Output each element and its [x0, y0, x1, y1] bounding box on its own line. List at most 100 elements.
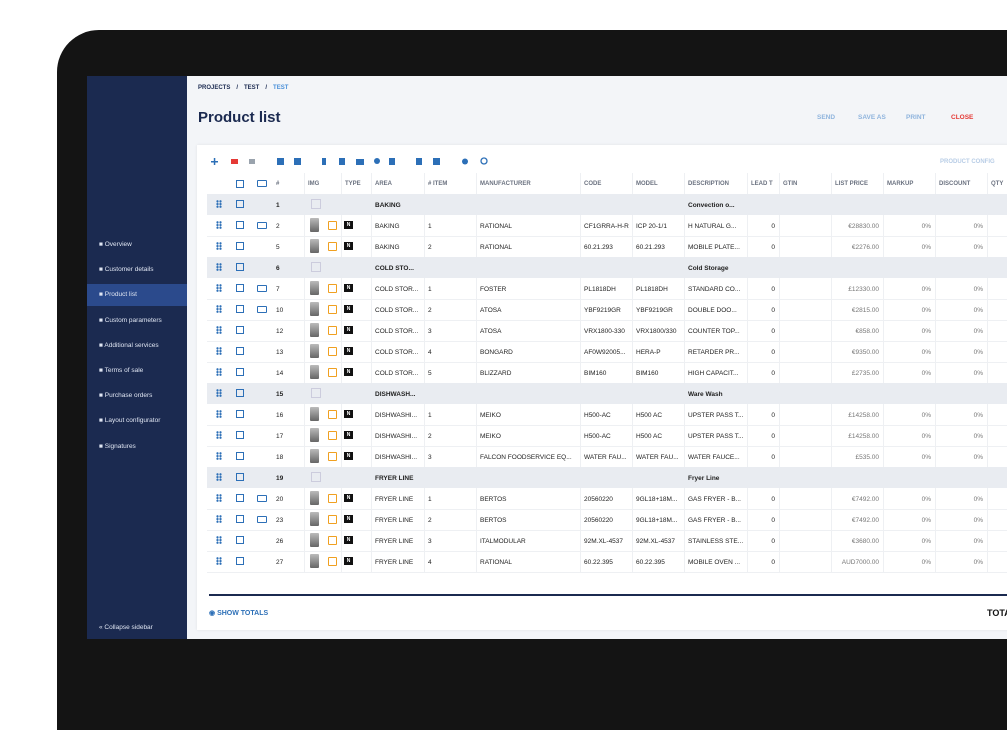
row-checkbox[interactable] [236, 473, 244, 481]
row-checkbox[interactable] [236, 557, 244, 565]
drag-handle[interactable] [216, 473, 222, 481]
sidebar-item[interactable]: ■ Signatures [99, 442, 136, 450]
item-model: HERA-P [636, 349, 661, 356]
item-number: 17 [276, 433, 284, 440]
print-icon[interactable] [328, 410, 337, 419]
sidebar-item[interactable]: ■ Overview [99, 241, 132, 248]
row-checkbox[interactable] [236, 410, 244, 418]
drag-handle[interactable] [216, 242, 222, 250]
row-checkbox[interactable] [236, 284, 244, 292]
print-icon[interactable] [328, 242, 337, 251]
item-area: FRYER LINE [375, 496, 414, 503]
drag-handle[interactable] [216, 326, 222, 334]
print-icon[interactable] [328, 515, 337, 524]
drag-handle[interactable] [216, 536, 222, 544]
item-manufacturer: ATOSA [480, 328, 502, 335]
column-header: GTIN [783, 181, 798, 187]
column-divider [341, 173, 342, 573]
row-checkbox[interactable] [236, 368, 244, 376]
row-checkbox[interactable] [236, 389, 244, 397]
sidebar-item[interactable]: ■ Product list [99, 291, 137, 299]
folder-icon[interactable] [257, 495, 267, 502]
print-icon[interactable] [328, 347, 337, 356]
row-checkbox[interactable] [236, 221, 244, 229]
sidebar-item[interactable]: ■ Additional services [99, 341, 159, 349]
print-icon[interactable] [328, 557, 337, 566]
drag-handle[interactable] [216, 284, 222, 292]
item-area: COLD STOR... [375, 349, 419, 356]
drag-handle[interactable] [216, 557, 222, 565]
show-totals-label[interactable]: SHOW TOTALS [217, 610, 269, 617]
row-checkbox[interactable] [236, 305, 244, 313]
row-checkbox[interactable] [236, 200, 244, 208]
folder-icon[interactable] [257, 222, 267, 229]
item-number: 14 [276, 370, 284, 377]
print-icon[interactable] [328, 536, 337, 545]
action-button[interactable]: SEND [817, 114, 836, 121]
sidebar-item[interactable]: ■ Custom parameters [99, 316, 162, 324]
drag-handle[interactable] [216, 221, 222, 229]
drag-handle[interactable] [216, 452, 222, 460]
product-config-button[interactable]: PRODUCT CONFIG [940, 159, 995, 165]
print-icon[interactable] [328, 326, 337, 335]
row-checkbox[interactable] [236, 452, 244, 460]
row-checkbox[interactable] [236, 347, 244, 355]
row-checkbox[interactable] [236, 494, 244, 502]
sidebar-item[interactable]: ■ Layout configurator [99, 417, 161, 425]
item-number: 7 [276, 286, 280, 293]
group-number: 15 [276, 391, 284, 398]
column-header: MARKUP [887, 181, 914, 187]
item-row [207, 509, 1007, 531]
row-checkbox[interactable] [236, 515, 244, 523]
breadcrumb-item[interactable]: TEST [244, 85, 260, 91]
action-button[interactable]: PRINT [906, 114, 926, 121]
item-price: €858.00 [855, 328, 880, 335]
row-checkbox[interactable] [236, 536, 244, 544]
print-icon[interactable] [328, 452, 337, 461]
drag-handle[interactable] [216, 431, 222, 439]
row-checkbox[interactable] [236, 326, 244, 334]
breadcrumb-item[interactable]: PROJECTS [198, 85, 231, 91]
drag-handle[interactable] [216, 263, 222, 271]
print-icon[interactable] [328, 305, 337, 314]
breadcrumb-item: / [265, 85, 268, 91]
row-checkbox[interactable] [236, 263, 244, 271]
item-manufacturer: BERTOS [480, 517, 507, 524]
drag-handle[interactable] [216, 368, 222, 376]
sidebar-item[interactable]: ■ Customer details [99, 266, 154, 274]
folder-icon[interactable] [257, 306, 267, 313]
sidebar-item[interactable]: ■ Purchase orders [99, 392, 153, 400]
breadcrumb-item[interactable]: TEST [273, 85, 289, 91]
sidebar-collapse[interactable]: « Collapse sidebar [99, 624, 153, 631]
drag-handle[interactable] [216, 305, 222, 313]
print-icon[interactable] [328, 494, 337, 503]
type-badge: N [344, 305, 353, 313]
drag-handle[interactable] [216, 410, 222, 418]
type-badge: N [344, 242, 353, 250]
print-icon[interactable] [328, 284, 337, 293]
drag-handle[interactable] [216, 200, 222, 208]
column-header: LEAD T [751, 181, 773, 187]
row-checkbox[interactable] [236, 431, 244, 439]
drag-handle[interactable] [216, 347, 222, 355]
row-checkbox[interactable] [236, 242, 244, 250]
item-area: COLD STOR... [375, 307, 419, 314]
item-discount: 0% [973, 538, 983, 545]
drag-handle[interactable] [216, 515, 222, 523]
drag-handle[interactable] [216, 494, 222, 502]
item-number: 27 [276, 559, 284, 566]
folder-icon[interactable] [257, 516, 267, 523]
header-checkbox[interactable] [236, 180, 244, 188]
folder-icon[interactable] [257, 285, 267, 292]
show-totals[interactable]: ◉ SHOW TOTALS [209, 610, 269, 617]
print-icon[interactable] [328, 221, 337, 230]
print-icon[interactable] [328, 431, 337, 440]
type-badge: N [344, 284, 353, 292]
action-button[interactable]: SAVE AS [858, 114, 886, 121]
sidebar-item[interactable]: ■ Terms of sale [99, 367, 144, 374]
action-button[interactable]: CLOSE [951, 114, 974, 121]
type-badge: N [344, 557, 353, 565]
drag-handle[interactable] [216, 389, 222, 397]
print-icon[interactable] [328, 368, 337, 377]
group-area: DISHWASH... [375, 391, 416, 398]
